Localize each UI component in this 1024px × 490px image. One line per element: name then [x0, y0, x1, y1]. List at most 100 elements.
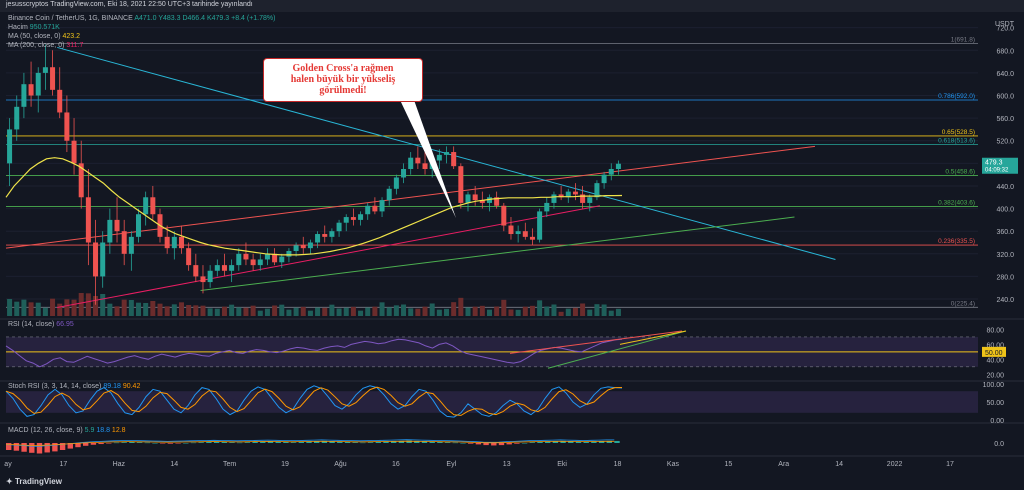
candles: [7, 44, 621, 305]
macd-hist-bar: [552, 441, 559, 443]
macd-hist-bar: [36, 443, 43, 454]
time-tick-label: ay: [4, 461, 12, 468]
ma200-label: MA (200, close, 0): [8, 42, 65, 49]
volume-bar: [164, 306, 170, 316]
volume-bar: [451, 302, 457, 316]
candle-body: [486, 197, 492, 203]
last-price-badge: [982, 157, 1018, 174]
volume-label: Hacim: [8, 24, 28, 31]
macd-hist-bar: [537, 441, 543, 443]
candle-body: [350, 217, 356, 220]
candle-body: [336, 222, 342, 232]
macd-hist-bar: [90, 443, 97, 445]
macd-hist-bar: [506, 443, 512, 445]
legend-ma50: MA (50, close, 0) 423.2: [8, 33, 80, 40]
macd-hist-bar: [298, 441, 304, 443]
candle-body: [465, 194, 471, 203]
volume-bar: [78, 293, 84, 316]
macd-hist-bar: [344, 441, 351, 443]
time-tick-label: Eki: [557, 461, 567, 468]
tradingview-logo[interactable]: ✦ TradingView: [6, 477, 62, 486]
trendline-pink-support: [57, 205, 601, 309]
rsi-value: 66.95: [56, 321, 74, 328]
candle-body: [286, 250, 292, 257]
fib-label: 0.382(403.6): [938, 200, 975, 207]
macd-hist-bar: [136, 442, 143, 443]
candle-body: [78, 163, 84, 198]
macd-hist-bar: [391, 441, 397, 443]
volume-bar: [486, 309, 492, 316]
volume-bar: [50, 298, 56, 316]
volume-bar: [508, 309, 514, 316]
time-tick-label: 2022: [887, 461, 903, 468]
candle-body: [136, 214, 142, 237]
macd-hist-bar: [444, 442, 451, 443]
ma50-line: [5, 157, 623, 256]
macd-hist-bar: [244, 442, 251, 443]
volume-bar: [379, 302, 385, 316]
candle-body: [71, 140, 77, 164]
callout-arrow: [400, 100, 456, 218]
candle-body: [171, 236, 177, 249]
grid: [0, 27, 1024, 457]
time-tick-label: Tem: [223, 461, 236, 468]
candle-body: [50, 67, 56, 90]
callout-pointer: [400, 100, 456, 218]
macd-hist-bar: [306, 441, 312, 443]
volume-bar: [587, 309, 593, 316]
macd-hist-bar: [514, 443, 520, 444]
volume-bar: [572, 307, 578, 316]
macd-hist-bar: [437, 441, 443, 443]
candle-body: [7, 129, 13, 164]
volume-bar: [594, 304, 600, 316]
fib-label: 0.618(513.6): [938, 137, 975, 144]
macd-line: 18.8: [96, 427, 110, 434]
macd-hist-bar: [13, 443, 20, 451]
candle-body: [200, 276, 206, 283]
volume-bar: [401, 304, 407, 316]
ma50-value: 423.2: [62, 33, 81, 40]
candle-body: [408, 157, 414, 169]
macd-hist-bar: [275, 441, 281, 443]
volume-bar: [186, 305, 192, 316]
volume-bar: [286, 309, 292, 316]
volume-bar: [307, 310, 313, 316]
macd-hist-bar: [83, 443, 89, 446]
candle-body: [444, 152, 450, 155]
price-axis: 720.0680.0640.0600.0560.0520.0480.0440.0…: [982, 21, 1018, 448]
volume-bar: [121, 299, 127, 316]
volume-bar: [529, 305, 535, 316]
ma200-value: 311.7: [66, 42, 84, 49]
macd-hist-bar: [183, 443, 189, 444]
stoch-rsi-pane: [5, 385, 978, 418]
macd-hist-bar: [483, 443, 489, 446]
volume-bar: [128, 300, 134, 316]
volume-bar: [143, 303, 149, 316]
candle-body: [436, 154, 442, 161]
time-axis: ay 17 Haz 14 Tem 19 Ağu 16 Eyl 13 Eki 18 Kas 15 Ara 14 2…: [4, 461, 954, 468]
macd-hist-bar: [606, 440, 612, 443]
candle-body: [587, 197, 593, 203]
candle-body: [386, 188, 392, 201]
volume-bar: [178, 302, 184, 316]
price-tick-label: 520.0: [996, 139, 1014, 146]
candle-body: [14, 106, 20, 130]
candle-body: [372, 205, 378, 212]
volume-bar: [565, 308, 571, 316]
candle-body: [214, 265, 220, 271]
volume-bar: [71, 299, 77, 316]
ohlc-values: A471.0 Y483.3 D466.4 K479.3 +8.4 (+1.78%…: [134, 15, 276, 22]
volume-bar: [93, 296, 99, 316]
rsi-level-label: 50.00: [985, 350, 1003, 357]
time-tick-label: Ara: [778, 461, 789, 468]
stoch-band: [6, 391, 978, 413]
trendline-green-support: [200, 216, 795, 292]
macd-hist-bar: [152, 443, 158, 444]
macd-hist-bar: [460, 443, 466, 444]
rsi-tick-label: 40.00: [986, 357, 1004, 364]
macd-hist-bar: [521, 443, 528, 444]
macd-signal: 12.8: [111, 427, 126, 434]
volume-bar: [214, 308, 220, 316]
volume-bar: [615, 308, 621, 316]
